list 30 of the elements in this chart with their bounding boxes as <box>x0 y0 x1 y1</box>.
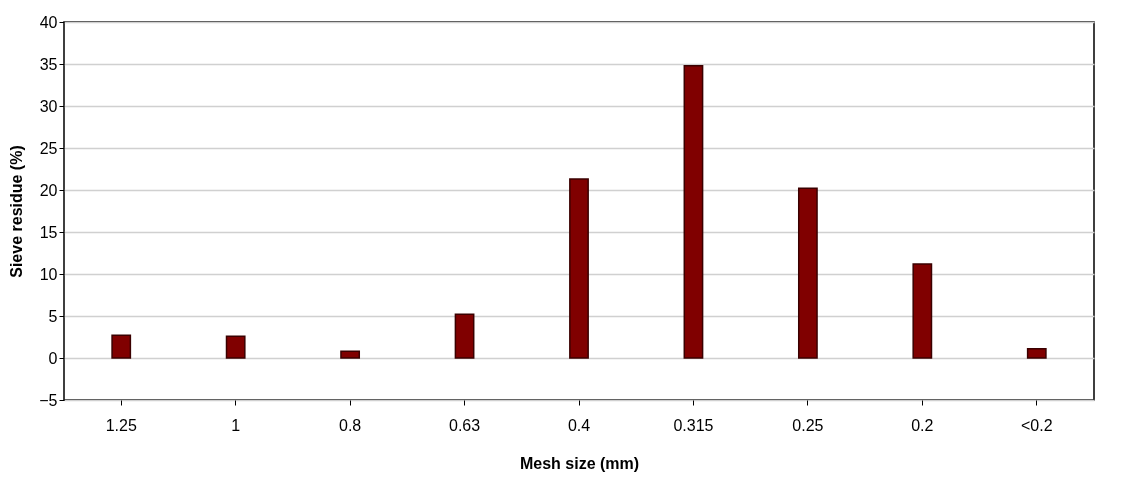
y-tick-label: 5 <box>48 307 58 325</box>
y-axis-title: Sieve residue (%) <box>8 145 26 278</box>
x-tick-label: 1 <box>231 416 241 434</box>
x-tick-label: <0.2 <box>1020 416 1053 434</box>
y-tick-label: 40 <box>39 13 58 31</box>
x-axis-title: Mesh size (mm) <box>519 454 640 472</box>
x-tick-label: 0.4 <box>567 416 591 434</box>
y-tick-label: 25 <box>39 139 58 157</box>
y-tick-label: 0 <box>48 349 58 367</box>
x-tick-label: 0.25 <box>792 416 824 434</box>
y-tick-label: 15 <box>39 223 58 241</box>
y-tick-label: 20 <box>39 181 58 199</box>
y-tick-label: 35 <box>39 55 58 73</box>
x-tick-label: 0.2 <box>911 416 934 434</box>
bar <box>454 313 475 359</box>
y-tick-label: 30 <box>39 97 58 115</box>
bar <box>683 64 704 359</box>
y-tick-label: −5 <box>39 391 58 409</box>
y-tick-label: 10 <box>39 265 58 283</box>
bar <box>111 334 132 359</box>
x-tick-label: 0.63 <box>448 416 481 434</box>
bar <box>225 335 246 359</box>
x-tick-label: 0.8 <box>338 416 362 434</box>
bar <box>1026 348 1047 359</box>
bar <box>912 263 933 359</box>
bar <box>569 178 589 359</box>
bar <box>797 187 818 359</box>
x-tick-label: 0.315 <box>673 416 714 434</box>
x-tick-label: 1.25 <box>105 416 137 434</box>
bar <box>340 350 361 359</box>
